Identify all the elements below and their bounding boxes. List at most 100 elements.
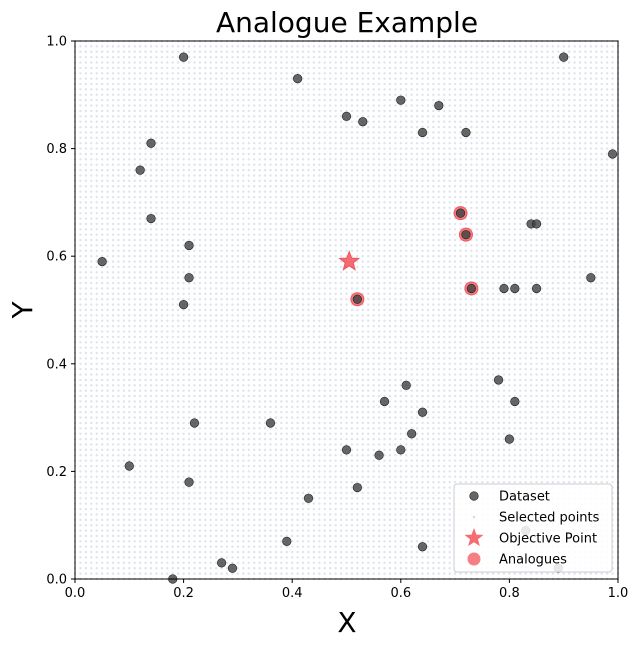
selected-point	[171, 66, 174, 70]
selected-point	[252, 276, 256, 279]
selected-point	[263, 561, 267, 565]
selected-point	[247, 497, 250, 500]
selected-point	[318, 319, 321, 322]
selected-point	[155, 158, 158, 161]
selected-point	[160, 400, 164, 403]
selected-point	[198, 454, 202, 457]
selected-point	[242, 491, 245, 495]
selected-point	[209, 298, 212, 301]
selected-point	[166, 513, 169, 516]
selected-point	[187, 421, 191, 425]
selected-point	[133, 158, 136, 161]
selected-point	[236, 50, 240, 53]
selected-point	[155, 120, 158, 123]
selected-point	[247, 163, 250, 166]
selected-point	[166, 50, 169, 53]
selected-point	[138, 497, 142, 500]
selected-point	[329, 443, 332, 446]
selected-point	[160, 529, 164, 532]
selected-point	[144, 265, 147, 269]
selected-point	[339, 341, 343, 344]
selected-point	[133, 260, 136, 263]
selected-point	[291, 507, 294, 511]
selected-point	[323, 427, 326, 430]
selected-point	[198, 190, 202, 193]
selected-point	[187, 201, 191, 204]
selected-point	[106, 400, 109, 403]
selected-point	[334, 211, 337, 215]
selected-point	[95, 405, 98, 409]
selected-point	[198, 88, 202, 91]
selected-point	[312, 314, 316, 317]
selected-point	[117, 179, 120, 183]
selected-point	[323, 249, 326, 253]
selected-point	[274, 454, 278, 457]
selected-point	[122, 437, 126, 441]
selected-point	[269, 61, 272, 64]
selected-point	[182, 480, 185, 484]
selected-point	[269, 109, 272, 113]
selected-point	[269, 480, 272, 484]
selected-point	[247, 104, 250, 107]
selected-point	[291, 179, 294, 183]
selected-point	[171, 459, 174, 462]
selected-point	[128, 330, 131, 333]
selected-point	[204, 131, 207, 134]
selected-point	[209, 534, 212, 538]
selected-point	[106, 120, 109, 123]
selected-point	[252, 115, 256, 118]
selected-point	[296, 421, 299, 425]
selected-point	[204, 179, 207, 183]
selected-point	[209, 454, 212, 457]
selected-point	[280, 324, 283, 328]
selected-point	[247, 314, 250, 317]
selected-point	[323, 400, 326, 403]
selected-point	[144, 394, 147, 398]
selected-point	[280, 550, 283, 554]
selected-point	[296, 443, 299, 446]
selected-point	[198, 335, 202, 339]
selected-point	[111, 136, 115, 140]
selected-point	[79, 491, 82, 495]
selected-point	[285, 550, 288, 554]
selected-point	[155, 222, 158, 226]
selected-point	[285, 66, 288, 70]
selected-point	[149, 298, 153, 301]
selected-point	[100, 443, 104, 446]
selected-point	[252, 507, 256, 511]
selected-point	[236, 158, 240, 161]
selected-point	[231, 244, 234, 247]
selected-point	[280, 362, 283, 365]
selected-point	[111, 222, 115, 226]
selected-point	[111, 190, 115, 193]
selected-point	[236, 405, 240, 409]
selected-point	[252, 330, 256, 333]
selected-point	[106, 303, 109, 306]
selected-point	[198, 109, 202, 113]
selected-point	[285, 174, 288, 177]
selected-point	[258, 378, 261, 382]
selected-point	[182, 276, 185, 279]
selected-point	[291, 206, 294, 209]
selected-point	[84, 421, 88, 425]
selected-point	[128, 45, 131, 48]
selected-point	[274, 109, 278, 113]
selected-point	[79, 238, 82, 242]
selected-point	[171, 292, 174, 296]
selected-point	[280, 303, 283, 306]
selected-point	[176, 109, 180, 113]
selected-point	[242, 335, 245, 339]
selected-point	[187, 131, 191, 134]
selected-point	[329, 561, 332, 565]
selected-point	[117, 534, 120, 538]
selected-point	[263, 147, 267, 150]
selected-point	[307, 228, 310, 231]
selected-point	[176, 550, 180, 554]
selected-point	[117, 61, 120, 64]
selected-point	[296, 238, 299, 242]
selected-point	[301, 98, 305, 102]
selected-point	[285, 77, 288, 80]
selected-point	[128, 201, 131, 204]
selected-point	[79, 448, 82, 452]
selected-point	[182, 201, 185, 204]
